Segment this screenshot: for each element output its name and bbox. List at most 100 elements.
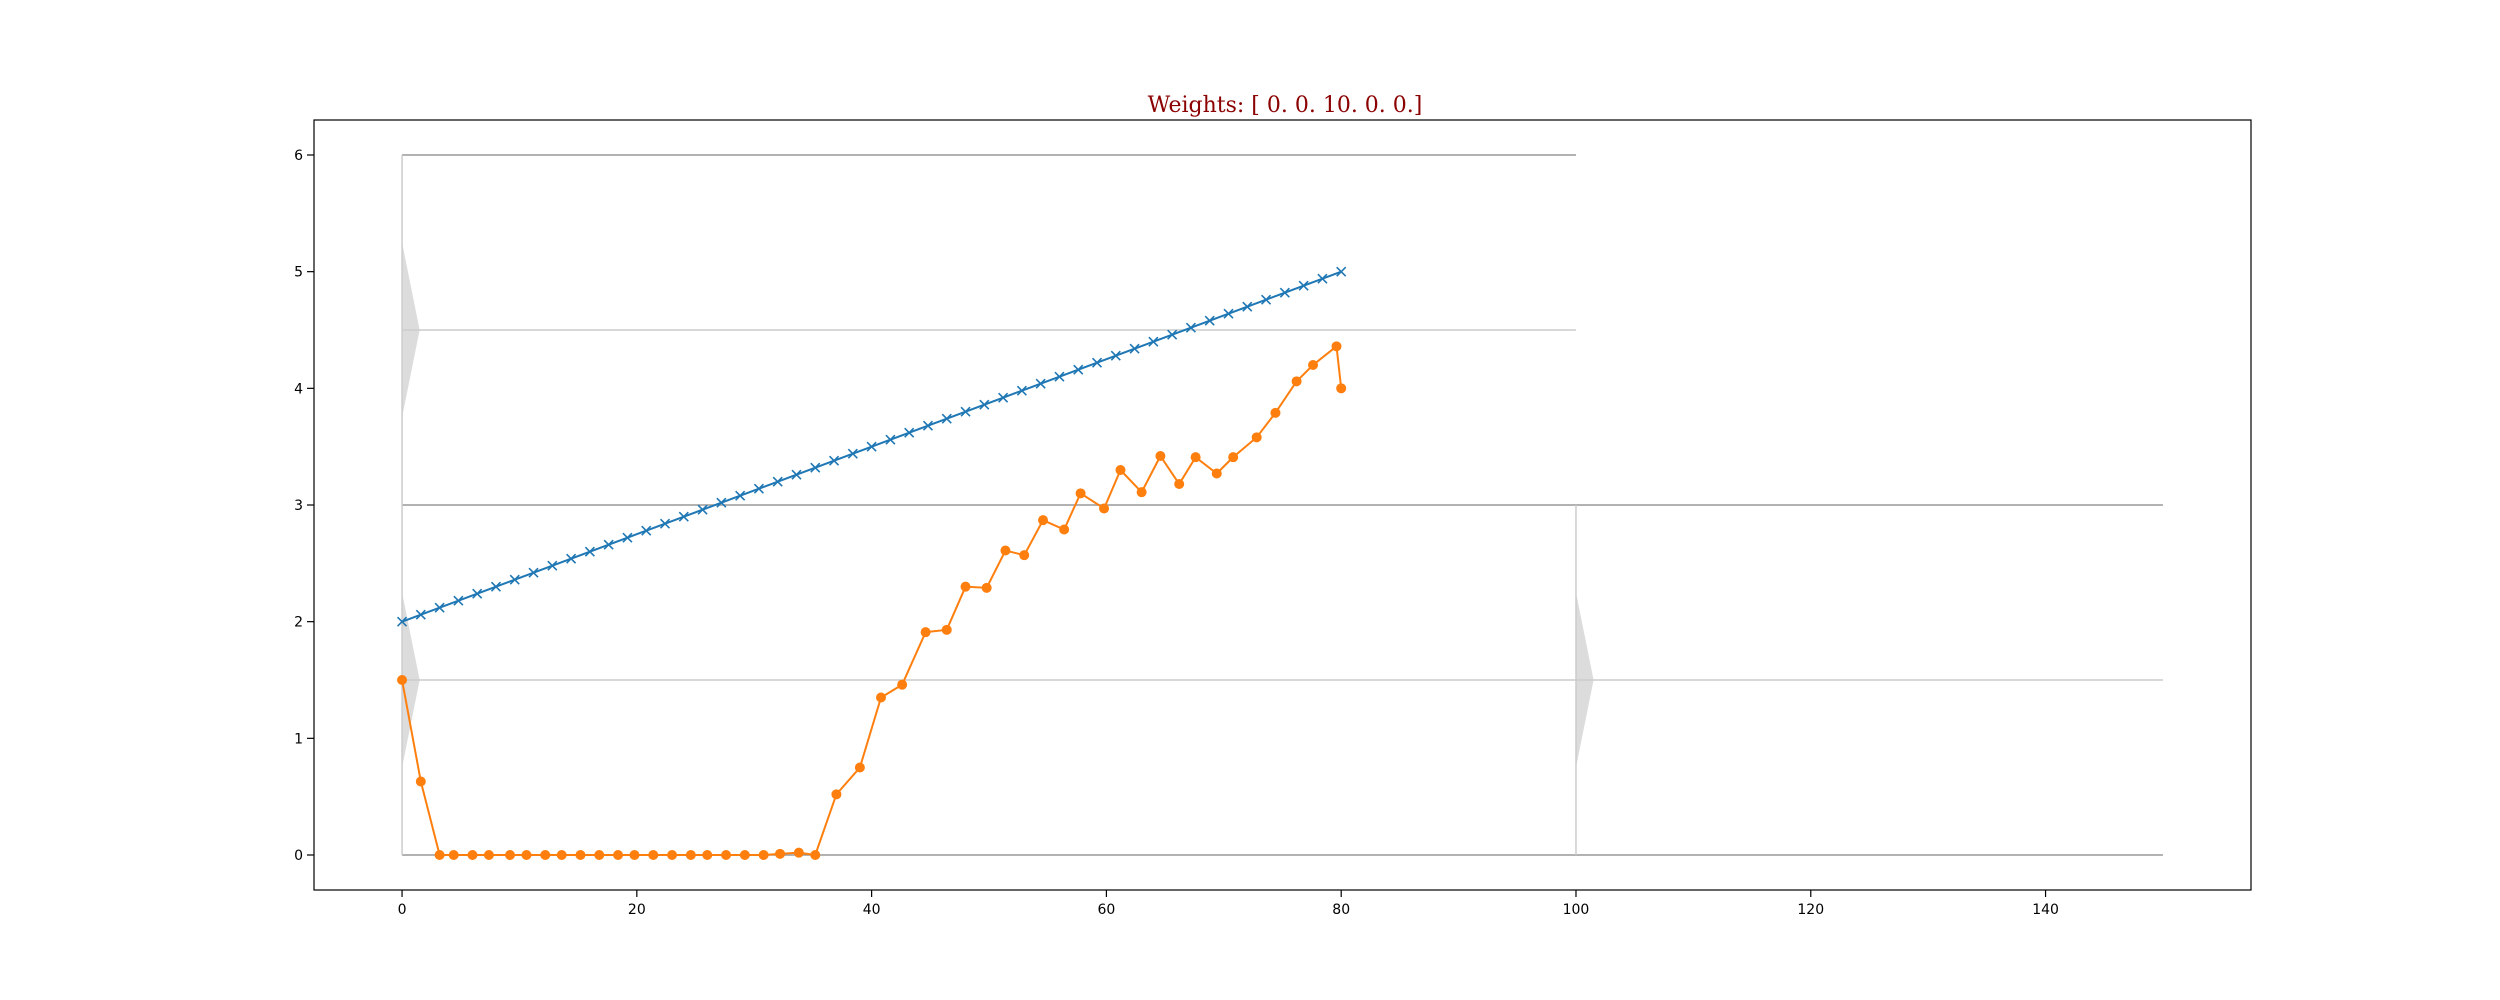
series-2-point [648,850,659,860]
series-1-point [1242,301,1253,312]
series-2-point [448,850,459,860]
series-1-point [1129,343,1140,354]
series-1-point [1091,357,1103,368]
chart-title: Weights: [ 0. 0. 10. 0. 0.] [1148,93,1423,118]
series-1-point [772,476,783,487]
series-2-point [1211,468,1222,479]
series-2-point [667,850,678,860]
series-2-point [876,692,887,703]
series-1-point [547,560,558,571]
series-1-point [434,602,445,613]
series-1-point [791,469,802,480]
series-1-point [603,539,614,550]
series-1-point [453,595,464,606]
series-2-point [1000,545,1011,556]
series-2-point [793,847,804,858]
series-2-point [1136,487,1147,498]
series-2-point [467,850,478,860]
series-1-point [1054,371,1065,382]
series-2-point [1190,452,1201,463]
series-1-point [415,609,426,620]
series-1-point [622,532,633,543]
series-2-point [941,624,952,635]
series-2-point [1331,341,1342,352]
axes-layer: 0 20 40 60 80 100 120 140 0 1 2 3 4 5 6 [294,119,2252,918]
series-1-point [941,413,952,424]
series-1-point [396,616,408,627]
x-tick-label: 0 [398,902,407,918]
series-2-point [1336,383,1347,394]
series-2-point [1308,360,1319,370]
series-1-point [659,518,671,529]
series-2-point [1228,452,1239,463]
series-2-point [1075,488,1086,499]
series-1-point [1167,329,1178,340]
series-1-point [678,511,689,522]
series-2-point [739,850,750,860]
series-2-point [1099,503,1110,514]
series-1-point [1260,294,1272,305]
y-tick-label: 5 [294,265,303,281]
series-2-point [629,850,640,860]
series-2-point [540,850,551,860]
series-2-point [920,627,931,638]
series-2-point [960,581,971,592]
series-2-point [575,850,586,860]
series-1-point [810,462,821,473]
series-2-point [702,850,713,860]
series-2-point [434,850,445,860]
y-tick-label: 1 [294,731,303,747]
series-1-point [697,504,708,515]
series-2-point [721,850,732,860]
series-1-point [753,483,764,494]
y-tick-label: 4 [294,381,303,397]
series-2-point [1038,515,1049,526]
series-1-point [1035,378,1046,389]
series-1-point [641,525,652,536]
structure-layer [401,154,2163,856]
series-1-point [490,581,502,592]
series-1-point [847,448,858,459]
series-1-point [1110,350,1121,361]
series-2-point [685,850,696,860]
series-2-point [1059,524,1070,535]
series-2-point [831,789,842,800]
series-1-point [528,567,539,578]
series-1-point [735,490,746,501]
series-2-point [1019,550,1030,561]
series-layer [396,266,1347,860]
series-2-point [1270,407,1281,418]
series-1-point [1016,385,1027,396]
series-1-point [1298,280,1309,291]
series-2-point [1174,479,1185,489]
series-2-point [397,675,408,685]
series-1-point [866,441,877,452]
series-2-point [415,776,426,787]
series-1-point [1317,273,1328,284]
series-2-point [556,850,567,860]
series-1-point [960,406,971,417]
series-1-point [885,434,896,445]
series-2-point [594,850,605,860]
x-tick-label: 20 [628,902,646,918]
y-tick-label: 0 [294,848,303,864]
x-tick-label: 120 [1797,902,1824,918]
series-1-point [1073,364,1084,375]
series-2-point [758,850,769,860]
series-2-point [521,850,532,860]
series-2-point [1251,432,1262,443]
y-tick-label: 2 [294,615,303,631]
series-2-point [897,679,908,690]
x-tick-label: 140 [2032,902,2059,918]
x-tick-label: 80 [1332,902,1350,918]
series-2-point [1115,465,1126,475]
series-1-point [1148,336,1159,347]
y-tick-label: 3 [294,498,303,514]
x-tick-label: 100 [1563,902,1590,918]
series-2-point [854,762,865,773]
series-1-point [716,497,727,508]
series-2-point [483,850,494,860]
series-1-point [998,392,1009,403]
